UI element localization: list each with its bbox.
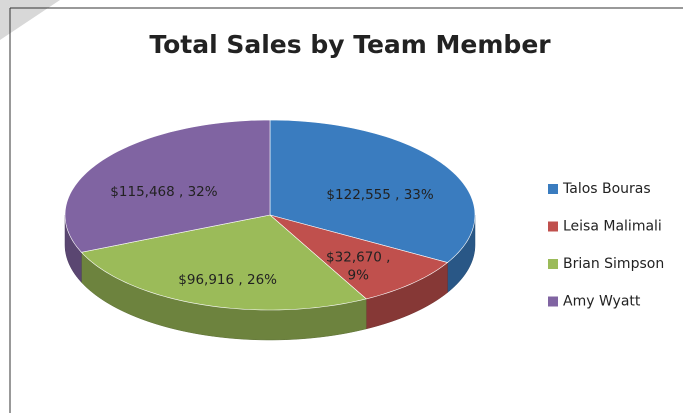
legend-swatch xyxy=(548,259,558,269)
pie-slice xyxy=(80,214,367,311)
pie-slice xyxy=(269,214,449,300)
pie-slice xyxy=(64,119,271,253)
data-label: $115,468 , 32% xyxy=(110,183,218,200)
legend-label: Amy Wyatt xyxy=(563,294,641,310)
pie-slice xyxy=(269,119,476,263)
page-corner xyxy=(0,0,60,40)
chart-title: Total Sales by Team Member xyxy=(149,30,551,59)
legend-label: Leisa Malimali xyxy=(563,219,662,235)
data-label: $96,916 , 26% xyxy=(178,271,277,288)
legend-swatch xyxy=(548,296,558,307)
legend-swatch xyxy=(548,184,558,194)
legend-label: Brian Simpson xyxy=(563,256,664,272)
legend-swatch xyxy=(548,221,558,232)
data-label: $122,555 , 33% xyxy=(326,186,434,203)
legend-label: Talos Bouras xyxy=(562,181,651,197)
data-label: $32,670 , 9% xyxy=(326,249,391,284)
